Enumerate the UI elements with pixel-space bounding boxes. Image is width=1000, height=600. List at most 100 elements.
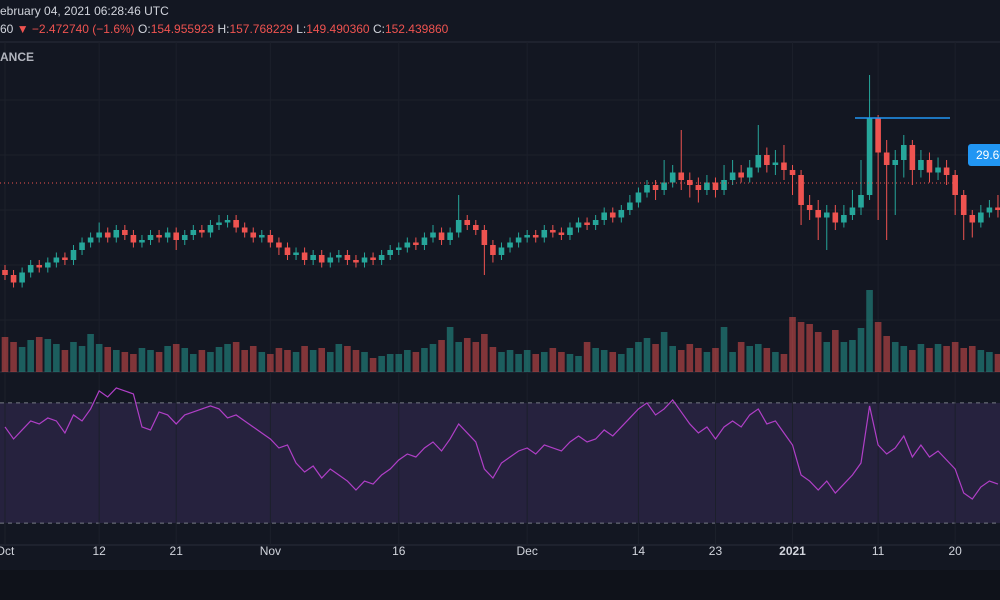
candle-body xyxy=(567,227,573,235)
candle-body xyxy=(772,162,779,165)
volume-bar xyxy=(609,352,617,372)
volume-bar xyxy=(669,346,676,372)
x-tick-label: 23 xyxy=(709,544,723,558)
candle-body xyxy=(960,195,967,215)
volume-bar xyxy=(95,344,103,372)
candle-body xyxy=(635,192,642,203)
candle-body xyxy=(704,182,710,190)
volume-bar xyxy=(472,342,480,372)
volume-bar xyxy=(361,352,368,372)
volume-bar xyxy=(909,350,916,372)
volume-bar xyxy=(926,348,933,372)
candle-body xyxy=(515,237,522,243)
volume-bar xyxy=(78,346,86,372)
volume-bar xyxy=(104,347,112,372)
candle-body xyxy=(883,152,890,165)
header-datetime: ebruary 04, 2021 06:28:46 UTC xyxy=(0,4,169,18)
volume-bar xyxy=(660,332,668,372)
candle-body xyxy=(2,270,8,275)
candle-body xyxy=(943,167,950,175)
volume-bar xyxy=(626,348,634,372)
candle-body xyxy=(310,255,316,260)
volume-bar xyxy=(481,334,488,372)
volume-bar xyxy=(190,354,197,372)
volume-bar xyxy=(994,354,1000,372)
h-label: H: xyxy=(217,22,229,36)
volume-bar xyxy=(412,352,420,372)
volume-bar xyxy=(832,330,839,372)
volume-bar xyxy=(489,347,497,372)
volume-bar xyxy=(232,342,240,372)
volume-bar xyxy=(61,350,69,372)
candle-body xyxy=(344,255,351,260)
candle-body xyxy=(216,222,222,225)
x-tick-label: 11 xyxy=(872,544,885,558)
volume-bar xyxy=(968,346,976,372)
candle-body xyxy=(798,175,804,205)
volume-bar xyxy=(532,354,540,372)
volume-bar xyxy=(523,350,531,372)
footer-band xyxy=(0,570,1000,600)
candle-body xyxy=(250,232,257,238)
volume-bar xyxy=(249,346,257,372)
volume-bar xyxy=(891,342,899,372)
candle-body xyxy=(618,210,625,218)
volume-bar xyxy=(455,342,462,372)
volume-bar xyxy=(35,337,43,372)
volume-bar xyxy=(746,346,754,372)
candle-body xyxy=(866,117,873,195)
candle-body xyxy=(721,180,727,190)
price-label: 29.60 xyxy=(976,148,1000,162)
volume-bar xyxy=(112,350,120,372)
candle-body xyxy=(481,230,488,245)
volume-bar xyxy=(378,356,385,372)
candle-body xyxy=(430,232,436,238)
volume-bar xyxy=(258,352,266,372)
volume-bar xyxy=(737,342,745,372)
volume-bar xyxy=(1,337,9,372)
candle-body xyxy=(746,167,753,178)
candle-body xyxy=(113,230,120,238)
exchange: ANCE xyxy=(0,50,34,64)
rsi-band-fill xyxy=(0,402,1000,524)
volume-bar xyxy=(866,290,873,372)
candle-body xyxy=(806,205,813,210)
candle-body xyxy=(387,250,393,255)
candle-body xyxy=(45,262,51,268)
volume-bar xyxy=(540,352,548,372)
prefix: 60 xyxy=(0,22,14,36)
volume-bar xyxy=(309,350,317,372)
volume-bar xyxy=(583,342,591,372)
volume-bar xyxy=(198,350,206,372)
volume-bar xyxy=(395,354,403,372)
candle-body xyxy=(447,232,453,240)
candle-body xyxy=(27,265,34,273)
volume-bar xyxy=(207,352,214,372)
volume-bar xyxy=(986,352,993,372)
candle-body xyxy=(370,257,376,260)
candle-body xyxy=(858,195,864,208)
volume-bar xyxy=(138,348,146,372)
volume-bar xyxy=(635,342,642,372)
volume-bar xyxy=(215,347,223,372)
volume-bar xyxy=(643,338,651,372)
candle-body xyxy=(224,220,231,223)
volume-bar xyxy=(558,352,565,372)
candle-body xyxy=(498,247,505,255)
volume-bar xyxy=(515,354,522,372)
candle-body xyxy=(550,230,556,233)
candle-body xyxy=(986,207,993,213)
volume-bar xyxy=(754,344,762,372)
volume-bar xyxy=(951,342,959,372)
candle-body xyxy=(241,227,248,233)
candle-body xyxy=(875,117,881,153)
candle-body xyxy=(558,232,565,235)
volume-bar xyxy=(438,340,445,372)
candle-body xyxy=(738,172,744,178)
candle-body xyxy=(336,255,342,258)
volume-bar xyxy=(900,346,908,372)
candle-body xyxy=(918,160,924,170)
volume-bar xyxy=(44,339,52,372)
candle-body xyxy=(892,160,899,165)
price-label-box xyxy=(968,144,1000,166)
